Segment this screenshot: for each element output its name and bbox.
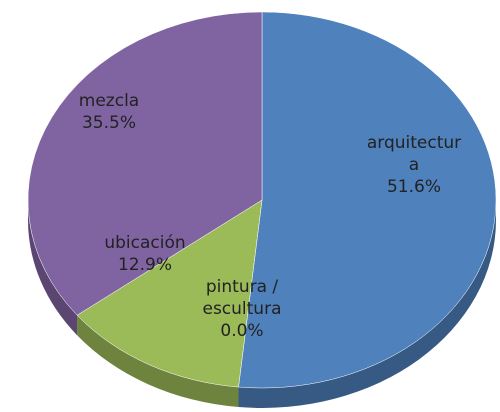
slice-value: 51.6% xyxy=(386,177,441,197)
slice-label: mezcla 35.5% xyxy=(64,90,154,134)
slice-value: 0.0% xyxy=(220,321,264,341)
pie-side xyxy=(77,315,239,408)
slice-label: pintura / escultura 0.0% xyxy=(190,276,294,342)
slice-value: 35.5% xyxy=(81,113,136,133)
slice-name: arquitectura xyxy=(366,133,462,175)
slice-label: arquitectura 51.6% xyxy=(366,132,462,198)
slice-label: ubicación 12.9% xyxy=(100,232,190,276)
slice-name: ubicación xyxy=(104,233,186,253)
slice-name: pintura / escultura xyxy=(202,277,282,319)
slice-name: mezcla xyxy=(78,91,140,111)
pie-slice xyxy=(238,11,497,389)
pie-slice xyxy=(76,199,263,388)
slice-value: 12.9% xyxy=(117,255,172,275)
pie-slice xyxy=(27,11,263,316)
